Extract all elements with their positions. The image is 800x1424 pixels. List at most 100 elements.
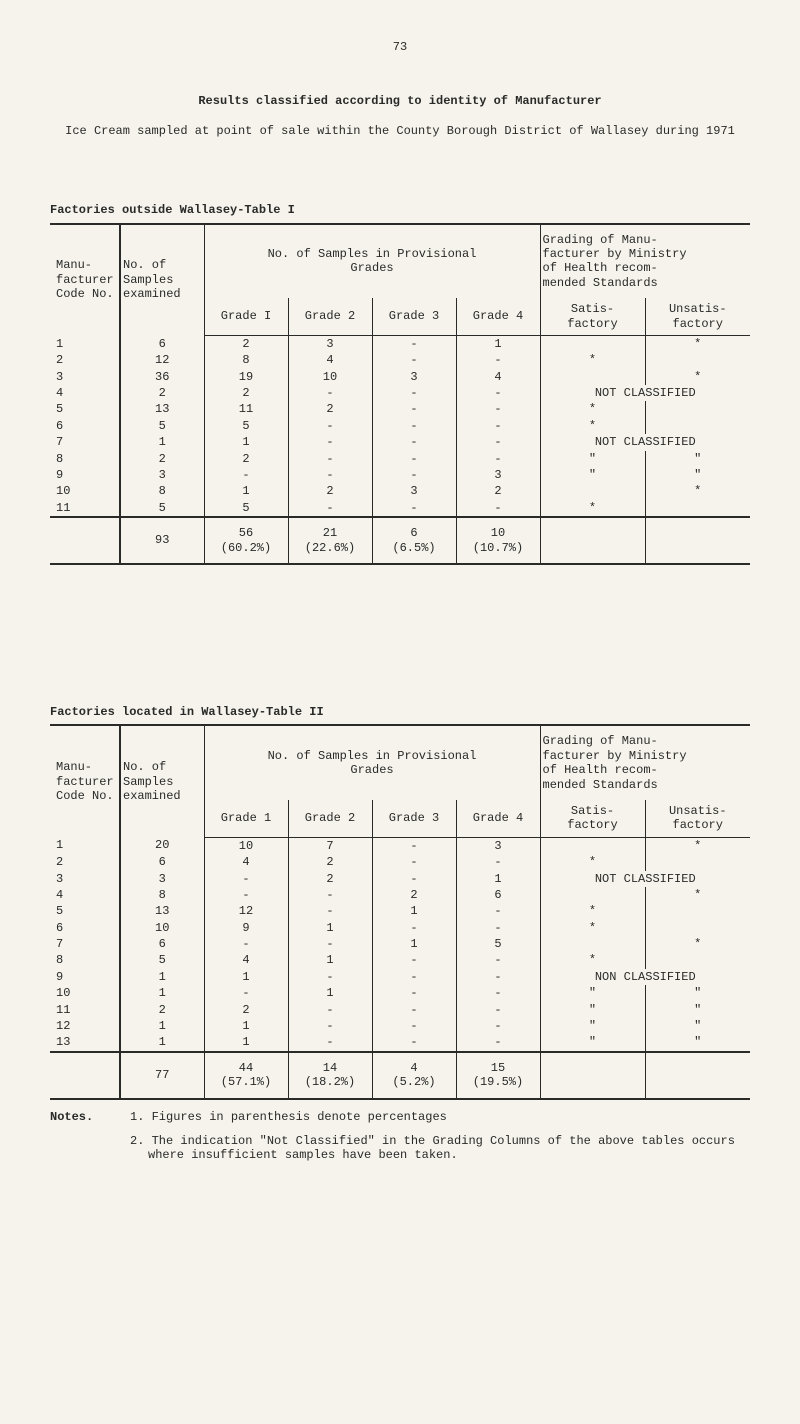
cell: - <box>456 854 540 870</box>
t2-h-grading: Grading of Manu- facturer by Ministry of… <box>540 725 750 800</box>
cell: - <box>372 451 456 467</box>
t1-tot-g1: 56 (60.2%) <box>204 517 288 564</box>
cell: - <box>372 1002 456 1018</box>
cell: - <box>204 887 288 903</box>
cell: 1 <box>204 483 288 499</box>
cell: - <box>456 969 540 985</box>
cell: 11 <box>50 500 120 517</box>
t1-tot-n: 93 <box>120 517 204 564</box>
cell: - <box>204 467 288 483</box>
table-row: 1211---"" <box>50 1018 750 1034</box>
t2-tot-g2: 14 (18.2%) <box>288 1052 372 1099</box>
cell-unsat: * <box>645 335 750 352</box>
cell: 6 <box>120 335 204 352</box>
cell-sat: " <box>540 1002 645 1018</box>
cell: 10 <box>50 985 120 1001</box>
cell: 13 <box>120 903 204 919</box>
table-row: 1155---* <box>50 500 750 517</box>
cell: 1 <box>50 335 120 352</box>
t2-h-n: No. of Samples examined <box>120 725 204 837</box>
table-row: 76--15* <box>50 936 750 952</box>
cell: 12 <box>120 352 204 368</box>
cell: 3 <box>288 335 372 352</box>
cell: 5 <box>204 418 288 434</box>
t2-tot-g4: 15 (19.5%) <box>456 1052 540 1099</box>
table-row: 1311---"" <box>50 1034 750 1051</box>
cell: - <box>372 467 456 483</box>
cell: 6 <box>120 936 204 952</box>
cell: - <box>288 418 372 434</box>
cell: 2 <box>120 1002 204 1018</box>
t2-h-g4: Grade 4 <box>456 800 540 837</box>
cell: 3 <box>50 369 120 385</box>
cell: 10 <box>288 369 372 385</box>
cell: 12 <box>50 1018 120 1034</box>
cell: - <box>456 500 540 517</box>
classification-note: NOT CLASSIFIED <box>540 871 750 887</box>
cell: - <box>288 936 372 952</box>
cell: 3 <box>120 871 204 887</box>
table2: Manu- facturer Code No. No. of Samples e… <box>50 724 750 1099</box>
cell: 3 <box>372 483 456 499</box>
cell: - <box>456 418 540 434</box>
cell: - <box>456 385 540 401</box>
cell: 10 <box>120 920 204 936</box>
cell-unsat: * <box>645 887 750 903</box>
cell: 2 <box>120 451 204 467</box>
cell: 5 <box>120 500 204 517</box>
table-row: 51312-1-* <box>50 903 750 919</box>
table-row: 1122---"" <box>50 1002 750 1018</box>
cell: 9 <box>50 467 120 483</box>
cell: 2 <box>120 385 204 401</box>
cell: 8 <box>120 483 204 499</box>
cell-unsat: * <box>645 369 750 385</box>
cell-sat: " <box>540 1034 645 1051</box>
cell: 8 <box>50 451 120 467</box>
cell: 36 <box>120 369 204 385</box>
cell-sat: " <box>540 985 645 1001</box>
cell: - <box>372 401 456 417</box>
cell: 10 <box>50 483 120 499</box>
cell: - <box>204 871 288 887</box>
cell-unsat: * <box>645 936 750 952</box>
cell-sat: " <box>540 451 645 467</box>
cell: 1 <box>50 837 120 854</box>
cell: - <box>372 871 456 887</box>
cell: 1 <box>372 903 456 919</box>
notes-section: Notes. 1. Figures in parenthesis denote … <box>50 1110 750 1173</box>
cell: - <box>372 837 456 854</box>
cell-sat <box>540 369 645 385</box>
cell-sat: " <box>540 467 645 483</box>
t1-h-grading: Grading of Manu- facturer by Ministry of… <box>540 224 750 299</box>
t2-h-sat: Satis- factory <box>540 800 645 837</box>
cell: 3 <box>456 467 540 483</box>
table-row: 711---NOT CLASSIFIED <box>50 434 750 450</box>
cell: - <box>456 434 540 450</box>
cell-unsat <box>645 418 750 434</box>
cell: 2 <box>204 451 288 467</box>
cell: 2 <box>204 385 288 401</box>
t2-h-unsat: Unsatis- factory <box>645 800 750 837</box>
t1-h-sat: Satis- factory <box>540 298 645 335</box>
table2-caption: Factories located in Wallasey-Table II <box>50 705 750 719</box>
cell: 4 <box>50 887 120 903</box>
cell: - <box>456 920 540 936</box>
cell-unsat <box>645 352 750 368</box>
table-row: 822---"" <box>50 451 750 467</box>
classification-note: NOT CLASSIFIED <box>540 434 750 450</box>
note-1: 1. Figures in parenthesis denote percent… <box>130 1110 750 1124</box>
cell: - <box>372 1034 456 1051</box>
cell: 2 <box>204 1002 288 1018</box>
t2-tot-n: 77 <box>120 1052 204 1099</box>
cell-unsat <box>645 401 750 417</box>
cell: 2 <box>288 483 372 499</box>
cell: 4 <box>204 952 288 968</box>
cell: - <box>288 969 372 985</box>
cell: 2 <box>456 483 540 499</box>
cell: - <box>456 451 540 467</box>
t1-h-g3: Grade 3 <box>372 298 456 335</box>
cell: - <box>288 1002 372 1018</box>
cell: 20 <box>120 837 204 854</box>
t1-h-n: No. of Samples examined <box>120 224 204 336</box>
table-row: 655---* <box>50 418 750 434</box>
